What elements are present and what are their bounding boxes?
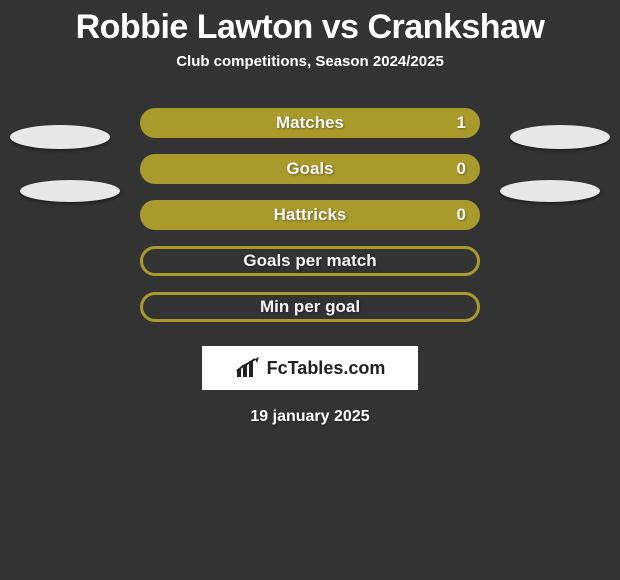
comparison-card: Robbie Lawton vs Crankshaw Club competit… <box>0 0 620 426</box>
page-title: Robbie Lawton vs Crankshaw <box>0 8 620 47</box>
stat-row: Hattricks0 <box>0 194 620 240</box>
stat-row: Min per goal <box>0 286 620 332</box>
stat-bar-fill: Goals0 <box>140 154 480 184</box>
ellipse-decoration <box>510 125 610 149</box>
player2-name: Crankshaw <box>367 8 544 46</box>
stat-label: Min per goal <box>143 297 477 317</box>
stat-bar: Min per goal <box>140 292 480 322</box>
ellipse-decoration <box>10 125 110 149</box>
ellipse-decoration <box>500 180 600 202</box>
stat-bar: Goals per match <box>140 246 480 276</box>
stat-value: 0 <box>457 205 466 225</box>
stat-bar: Goals0 <box>140 154 480 184</box>
vs-text: vs <box>322 8 359 46</box>
player1-name: Robbie Lawton <box>76 8 313 46</box>
stat-label: Goals per match <box>143 251 477 271</box>
stat-row: Goals per match <box>0 240 620 286</box>
stat-value: 1 <box>457 113 466 133</box>
ellipse-decoration <box>20 180 120 202</box>
stat-bar-fill: Hattricks0 <box>140 200 480 230</box>
stat-bar: Hattricks0 <box>140 200 480 230</box>
subtitle: Club competitions, Season 2024/2025 <box>0 53 620 70</box>
stat-bar-fill: Min per goal <box>140 292 480 322</box>
stat-label: Hattricks <box>140 205 480 225</box>
brand-text: FcTables.com <box>267 358 386 379</box>
stat-bar-fill: Goals per match <box>140 246 480 276</box>
stat-bar: Matches1 <box>140 108 480 138</box>
stat-label: Goals <box>140 159 480 179</box>
stat-bar-fill: Matches1 <box>140 108 480 138</box>
brand-box: FcTables.com <box>202 346 418 390</box>
stat-value: 0 <box>457 159 466 179</box>
stat-label: Matches <box>140 113 480 133</box>
chart-icon <box>235 357 261 379</box>
date-text: 19 january 2025 <box>0 408 620 426</box>
